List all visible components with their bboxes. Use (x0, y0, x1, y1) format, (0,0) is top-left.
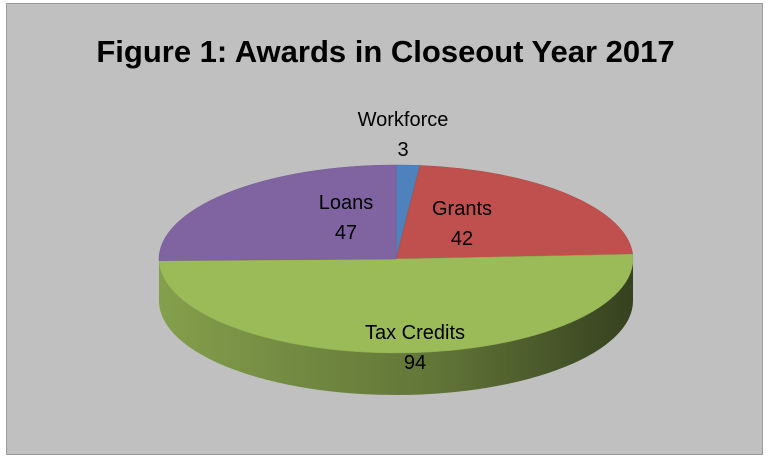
label-tax-credits-name: Tax Credits (365, 322, 465, 344)
chart-area: Figure 1: Awards in Closeout Year 2017 W… (6, 3, 763, 455)
pie-slice-loans (158, 164, 397, 261)
pie-side-tax-credits (159, 259, 633, 395)
label-grants-value: 42 (451, 228, 473, 250)
pie-chart: Workforce 3 Grants 42 Tax Credits 94 Loans 47 (158, 109, 634, 395)
pie-slice-tax-credits (158, 253, 634, 354)
label-grants-name: Grants (432, 198, 492, 220)
label-loans-value: 47 (335, 222, 357, 244)
pie-slice-grants (395, 165, 633, 260)
label-loans-name: Loans (319, 192, 374, 214)
label-workforce-value: 3 (397, 139, 408, 161)
label-tax-credits-value: 94 (404, 352, 426, 374)
label-workforce-name: Workforce (358, 109, 449, 131)
chart-title: Figure 1: Awards in Closeout Year 2017 (96, 34, 675, 69)
